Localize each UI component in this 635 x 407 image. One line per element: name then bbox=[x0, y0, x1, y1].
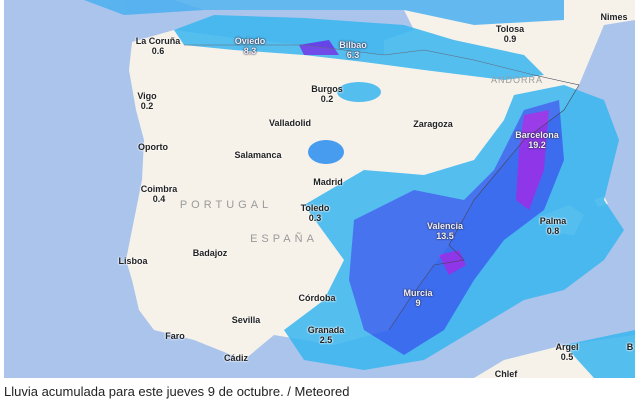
city-label: Murcia 9 bbox=[403, 288, 432, 308]
rain-algeria bbox=[564, 330, 635, 378]
rain-heavy-cantabria bbox=[299, 40, 339, 55]
rain-north-coast bbox=[174, 15, 544, 80]
city-name: Burgos bbox=[311, 84, 343, 94]
country-label-portugal: PORTUGAL bbox=[179, 199, 273, 211]
city-name: Sevilla bbox=[231, 315, 261, 325]
city-label: Salamanca bbox=[234, 150, 281, 160]
city-label: Palma 0.8 bbox=[540, 216, 567, 236]
rain-amount: 0.9 bbox=[503, 34, 517, 44]
city-name: Vigo bbox=[137, 91, 157, 101]
city-label: Argel 0.5 bbox=[555, 342, 578, 362]
city-label: Cádiz bbox=[224, 353, 248, 363]
city-name: Valladolid bbox=[268, 118, 312, 128]
coastline bbox=[388, 74, 580, 331]
city-label: Vigo 0.2 bbox=[137, 91, 156, 111]
rain-map: La Coruña 0.6 Oviedo 8.3 Bilbao 6.3 Tolosa 0.9 N… bbox=[4, 0, 635, 378]
city-label: Granada 2.5 bbox=[308, 325, 345, 345]
rain-heavy-valencia bbox=[439, 250, 466, 275]
city-name: Oporto bbox=[138, 142, 168, 152]
city-name: Valencia bbox=[426, 221, 464, 231]
city-name: Zaragoza bbox=[413, 119, 453, 129]
city-label: Oporto bbox=[138, 142, 168, 152]
rain-heavy-barcelona bbox=[516, 110, 549, 210]
city-label: Burgos 0.2 bbox=[311, 84, 343, 104]
city-name: Murcia bbox=[403, 288, 433, 298]
city-label: Badajoz bbox=[193, 248, 228, 258]
country-label-espana: ESPAÑA bbox=[250, 233, 318, 245]
city-name: Palma bbox=[539, 216, 567, 226]
city-label: Lisboa bbox=[118, 256, 147, 266]
rain-east-mid bbox=[349, 100, 564, 355]
city-name: Toledo bbox=[300, 203, 330, 213]
city-name: Faro bbox=[165, 331, 185, 341]
city-label: La Coruña 0.6 bbox=[136, 36, 181, 56]
city-name: Salamanca bbox=[234, 150, 282, 160]
city-label: Valencia 13.5 bbox=[427, 221, 463, 241]
city-name: Tolosa bbox=[495, 24, 525, 34]
city-label: Bilbao 6.3 bbox=[339, 40, 367, 60]
image-caption: Lluvia acumulada para este jueves 9 de o… bbox=[4, 384, 350, 399]
city-name: Granada bbox=[307, 325, 345, 335]
city-name: B bbox=[626, 342, 634, 352]
city-name: Oviedo bbox=[234, 36, 266, 46]
city-name: Madrid bbox=[313, 177, 343, 187]
rain-amount: 6.3 bbox=[346, 50, 360, 60]
city-name: Coimbra bbox=[140, 184, 178, 194]
city-label: Tolosa 0.9 bbox=[496, 24, 524, 44]
rain-amount: 13.5 bbox=[436, 231, 454, 241]
rain-amount: 0.4 bbox=[152, 194, 166, 204]
city-name: La Coruña bbox=[135, 36, 181, 46]
rain-amount: 19.2 bbox=[528, 140, 546, 150]
city-label: Valladolid bbox=[269, 118, 311, 128]
rain-madrid-cell bbox=[308, 140, 344, 164]
city-name: Córdoba bbox=[298, 293, 336, 303]
city-name: Lisboa bbox=[118, 256, 148, 266]
rain-amount: 2.5 bbox=[319, 335, 333, 345]
city-label: Coimbra 0.4 bbox=[141, 184, 178, 204]
city-name: Cádiz bbox=[223, 353, 249, 363]
city-name: Barcelona bbox=[515, 130, 559, 140]
city-name: Nimes bbox=[600, 12, 628, 22]
city-label: Zaragoza bbox=[413, 119, 453, 129]
city-label: Chlef bbox=[495, 369, 518, 378]
rain-amount: 0.3 bbox=[308, 213, 322, 223]
rain-amount: 0.6 bbox=[151, 46, 165, 56]
rain-amount: 0.2 bbox=[320, 94, 334, 104]
city-name: Argel bbox=[555, 342, 579, 352]
city-label: Barcelona 19.2 bbox=[515, 130, 559, 150]
city-label: Córdoba bbox=[299, 293, 336, 303]
rain-top-band bbox=[84, 0, 564, 25]
city-label: Nimes bbox=[600, 12, 627, 22]
city-label: B bbox=[627, 342, 634, 352]
rain-burgos-cell bbox=[337, 82, 381, 102]
city-name: Badajoz bbox=[192, 248, 228, 258]
rain-amount: 0.8 bbox=[546, 226, 560, 236]
rain-amount: 8.3 bbox=[243, 46, 257, 56]
border-spain-france bbox=[184, 44, 535, 76]
rain-amount: 0.2 bbox=[140, 101, 154, 111]
city-label: Madrid bbox=[313, 177, 343, 187]
city-name: Bilbao bbox=[339, 40, 367, 50]
city-label: Toledo 0.3 bbox=[301, 203, 330, 223]
map-canvas bbox=[84, 0, 635, 378]
city-name: Chlef bbox=[494, 369, 518, 378]
country-label-andorra: ANDORRA bbox=[490, 75, 544, 85]
city-label: Oviedo 8.3 bbox=[235, 36, 266, 56]
city-label: Faro bbox=[165, 331, 185, 341]
city-label: Sevilla bbox=[232, 315, 261, 325]
rain-amount: 9 bbox=[415, 298, 421, 308]
rain-amount: 0.5 bbox=[560, 352, 574, 362]
